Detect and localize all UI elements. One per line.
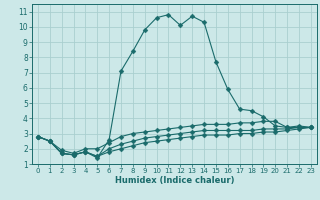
X-axis label: Humidex (Indice chaleur): Humidex (Indice chaleur) bbox=[115, 176, 234, 185]
